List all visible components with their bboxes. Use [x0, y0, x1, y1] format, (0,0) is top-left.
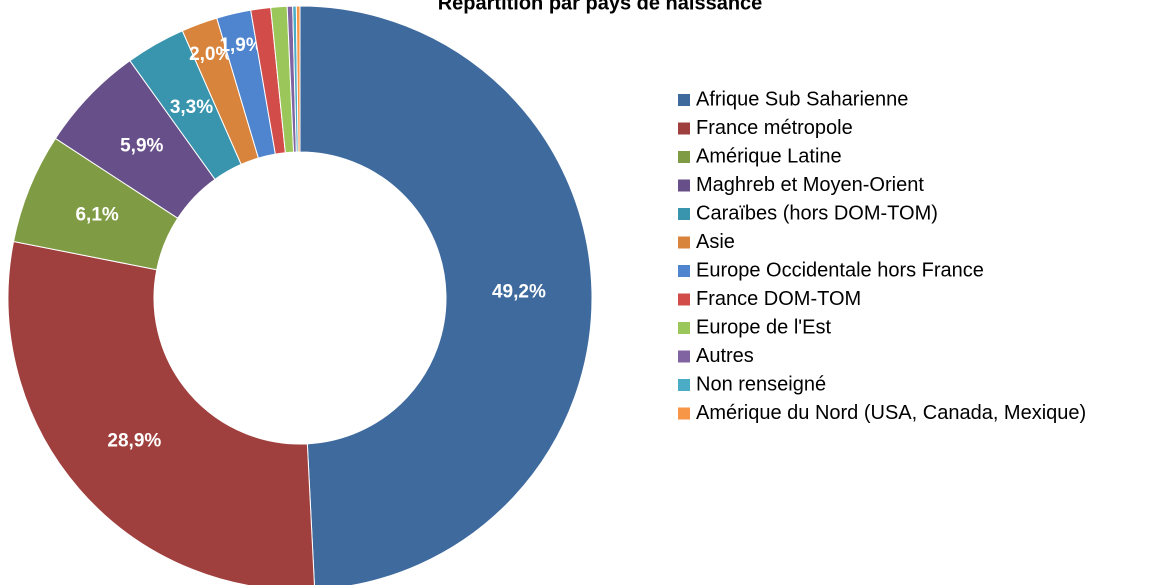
legend-swatch [678, 208, 690, 220]
legend-label: Autres [696, 345, 754, 367]
data-label: 2,0% [189, 44, 232, 65]
donut-slice [295, 5, 301, 153]
legend-label: France métropole [696, 117, 853, 139]
legend-label: Maghreb et Moyen-Orient [696, 174, 924, 196]
legend-swatch [678, 322, 690, 334]
data-label: 49,2% [492, 282, 546, 303]
chart-title: Répartition par pays de naissance [438, 0, 763, 14]
data-label: 6,1% [75, 204, 118, 225]
legend-label: France DOM-TOM [696, 288, 861, 310]
data-label: 3,3% [170, 97, 213, 118]
legend-swatch [678, 293, 690, 306]
legend-label: Caraïbes (hors DOM-TOM) [696, 202, 938, 224]
legend-swatch [678, 350, 690, 363]
data-label: 28,9% [107, 430, 161, 451]
legend-label: Asie [696, 231, 735, 253]
legend-label: Afrique Sub Saharienne [696, 88, 908, 110]
data-label: 5,9% [120, 136, 163, 157]
legend-swatch [678, 151, 690, 163]
legend-label: Amérique du Nord (USA, Canada, Mexique) [696, 402, 1086, 424]
legend-swatch [678, 236, 690, 249]
legend-swatch [678, 94, 690, 106]
legend-label: Europe Occidentale hors France [696, 259, 984, 281]
data-label: 1,9% [219, 35, 262, 56]
legend-swatch [678, 407, 690, 420]
donut-slice [299, 5, 593, 585]
legend-label: Non renseigné [696, 373, 826, 395]
legend-swatch [678, 379, 690, 391]
legend-label: Europe de l'Est [696, 316, 831, 338]
legend-swatch [678, 265, 690, 277]
legend-swatch [678, 122, 690, 135]
donut-slice [7, 240, 315, 585]
legend-swatch [678, 179, 690, 192]
legend-label: Amérique Latine [696, 145, 842, 167]
